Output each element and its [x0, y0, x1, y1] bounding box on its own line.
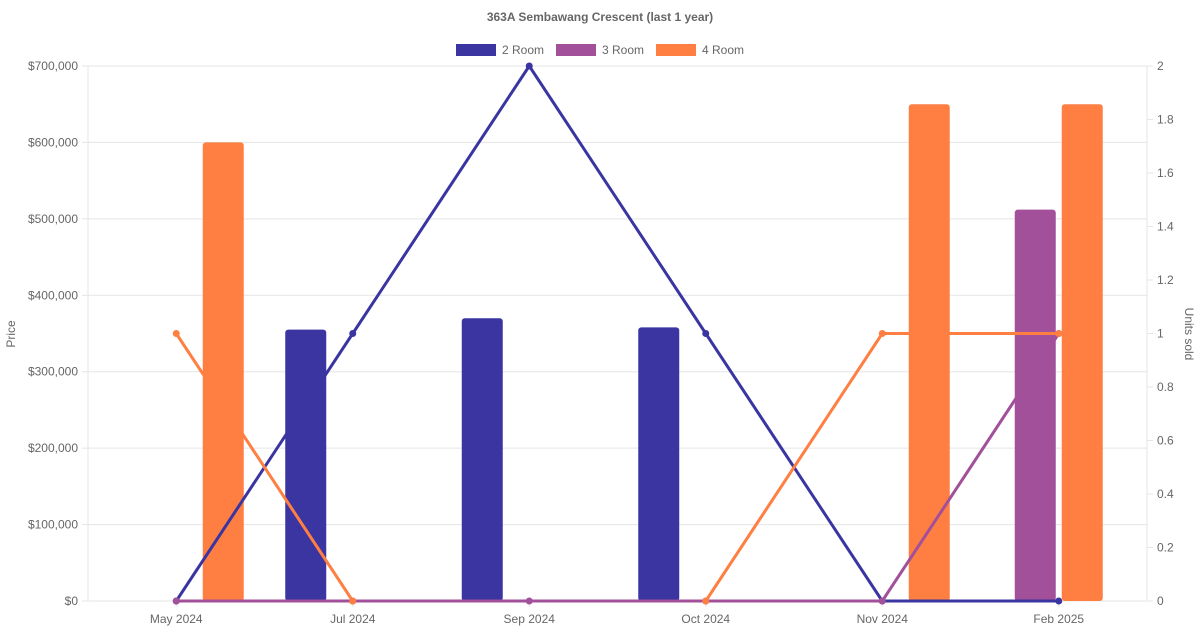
point-4-room — [878, 330, 886, 337]
line-3-room — [176, 332, 1061, 603]
bar-2-room — [638, 327, 680, 601]
point-4-room — [1055, 330, 1063, 337]
line-4-room — [704, 332, 1059, 602]
legend-swatch-4-room — [656, 44, 696, 56]
x-tick-label: May 2024 — [150, 612, 203, 626]
x-axis: May 2024 Jul 2024 Sep 2024 Oct 2024 Nov 2024… — [150, 612, 1085, 626]
y-right-tick-label: 0.4 — [1157, 487, 1174, 501]
y-axis-left-title: Price — [4, 320, 18, 348]
line-series — [172, 62, 1063, 605]
y-left-tick-label: $300,000 — [28, 365, 78, 379]
y-axis-right-title: Units sold — [1182, 308, 1196, 361]
y-right-tick-label: 2 — [1157, 59, 1164, 73]
y-left-tick-label: $500,000 — [28, 212, 78, 226]
legend-label: 3 Room — [602, 43, 644, 57]
y-left-tick-label: $600,000 — [28, 135, 78, 149]
x-tick-label: Sep 2024 — [504, 612, 556, 626]
point-2-room — [702, 330, 710, 337]
point-2-room — [1055, 597, 1063, 605]
point-3-room — [878, 597, 886, 605]
bar-2-room — [461, 318, 503, 601]
bar-3-room — [1014, 209, 1056, 601]
legend-swatch-3-room — [556, 44, 596, 56]
line-4-room — [174, 332, 355, 602]
y-right-tick-label: 0.8 — [1157, 380, 1174, 394]
line-2-room — [174, 64, 1059, 603]
y-right-tick-label: 0.2 — [1157, 541, 1174, 555]
y-axis-right: 0 0.2 0.4 0.6 0.8 1 1.2 1.4 1.6 1.8 2 — [1157, 59, 1174, 608]
point-4-room — [702, 597, 710, 605]
y-right-tick-label: 1.2 — [1157, 273, 1174, 287]
y-right-tick-label: 1.4 — [1157, 220, 1174, 234]
legend: 2 Room 3 Room 4 Room — [456, 43, 744, 57]
y-left-tick-label: $200,000 — [28, 441, 78, 455]
y-left-tick-label: $700,000 — [28, 59, 78, 73]
point-2-room — [525, 62, 533, 70]
bar-2-room — [285, 329, 327, 601]
y-right-tick-label: 1.8 — [1157, 113, 1174, 127]
point-4-room — [349, 597, 357, 605]
y-left-tick-label: $0 — [65, 594, 79, 608]
point-3-room — [172, 597, 180, 605]
x-tick-label: Nov 2024 — [857, 612, 909, 626]
bar-4-room — [202, 142, 244, 601]
y-right-tick-label: 1 — [1157, 327, 1164, 341]
y-left-tick-label: $400,000 — [28, 288, 78, 302]
y-right-tick-label: 0 — [1157, 594, 1164, 608]
chart-title: 363A Sembawang Crescent (last 1 year) — [487, 10, 713, 24]
x-tick-label: Feb 2025 — [1033, 612, 1084, 626]
point-2-room — [349, 330, 357, 337]
legend-label: 2 Room — [502, 43, 544, 57]
y-right-tick-label: 1.6 — [1157, 166, 1174, 180]
x-tick-label: Jul 2024 — [330, 612, 376, 626]
point-4-room — [172, 330, 180, 337]
legend-label: 4 Room — [702, 43, 744, 57]
bar-4-room — [908, 104, 950, 601]
grid-lines — [82, 65, 1153, 607]
legend-swatch-2-room — [456, 44, 496, 56]
y-axis-left: $0 $100,000 $200,000 $300,000 $400,000 $500,0… — [28, 59, 78, 608]
x-tick-label: Oct 2024 — [681, 612, 730, 626]
point-3-room — [525, 597, 533, 605]
bar-series — [202, 104, 1103, 601]
y-left-tick-label: $100,000 — [28, 518, 78, 532]
bar-4-room — [1061, 104, 1103, 601]
y-right-tick-label: 0.6 — [1157, 434, 1174, 448]
